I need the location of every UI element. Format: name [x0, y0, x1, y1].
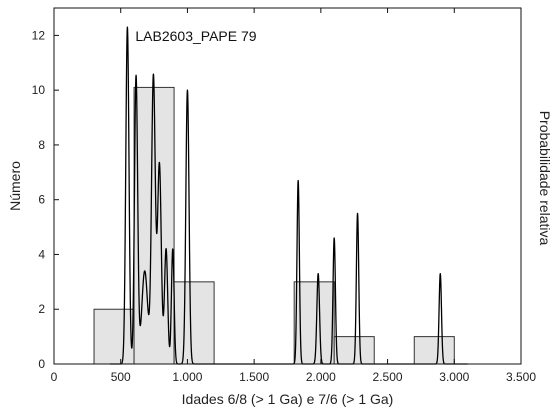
- y-tick-label: 2: [38, 302, 45, 316]
- histogram-bar-3: [173, 281, 215, 365]
- histogram-bar-1: [93, 308, 135, 365]
- x-axis-title: Idades 6/8 (> 1 Ga) e 7/6 (> 1 Ga): [182, 391, 394, 407]
- histogram-bars: [93, 86, 455, 365]
- y-tick-label: 12: [32, 28, 46, 42]
- axis-ticks: 0 500 1.000 1.500 2.000 2.500 3.000 3.500 0 2 4 6 8 1…: [32, 8, 536, 384]
- x-tick-label: 1.500: [239, 370, 269, 384]
- chart-annotation: LAB2603_PAPE 79: [135, 28, 256, 44]
- y-tick-label: 10: [32, 83, 46, 97]
- y-tick-label: 8: [38, 138, 45, 152]
- y-axis-title: Número: [7, 161, 23, 211]
- y-tick-label: 0: [38, 357, 45, 371]
- x-tick-label: 2.500: [373, 370, 403, 384]
- y-tick-label: 4: [38, 247, 45, 261]
- x-tick-label: 0: [51, 370, 58, 384]
- x-tick-label: 500: [111, 370, 131, 384]
- x-tick-label: 1.000: [172, 370, 202, 384]
- x-tick-label: 3.000: [439, 370, 469, 384]
- histogram-bar-6: [413, 336, 455, 365]
- y-tick-label: 6: [38, 193, 45, 207]
- y2-axis-title: Probabilidade relativa: [537, 111, 553, 246]
- x-tick-label: 2.000: [306, 370, 336, 384]
- x-tick-label: 3.500: [506, 370, 536, 384]
- plot-frame: [53, 7, 522, 365]
